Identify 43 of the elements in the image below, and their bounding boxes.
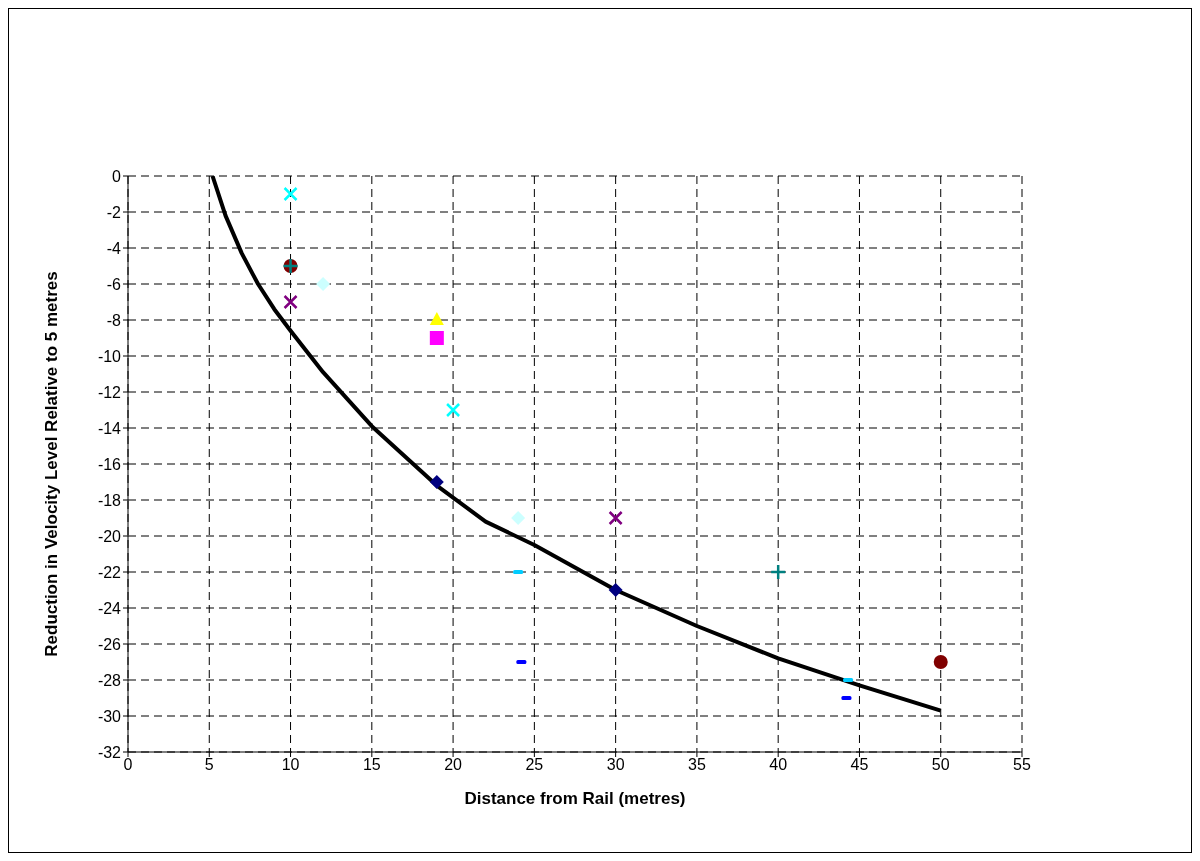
point — [608, 583, 623, 597]
x-tick-label: 15 — [362, 756, 381, 774]
y-axis-title: Reduction in Velocity Level Relative to 5 metres — [42, 271, 62, 657]
y-tick-label: -6 — [106, 275, 122, 293]
y-tick-label: -24 — [97, 599, 122, 617]
x-tick-label: 5 — [204, 756, 214, 774]
x-tick-label: 50 — [931, 756, 950, 774]
x-axis-title: Distance from Rail (metres) — [464, 789, 686, 808]
y-tick-label: -10 — [97, 347, 122, 365]
y-tick-label: -4 — [106, 239, 122, 257]
y-tick-label: -20 — [97, 527, 122, 545]
y-tick-label: -2 — [106, 203, 122, 221]
x-tick-label: 10 — [281, 756, 300, 774]
x-tick-label: 30 — [606, 756, 625, 774]
y-tick-label: -8 — [106, 311, 122, 329]
y-tick-label: -26 — [97, 635, 122, 653]
x-tick-label: 0 — [123, 756, 133, 774]
point — [429, 331, 444, 345]
point — [445, 402, 461, 418]
x-tick-label: 55 — [1013, 756, 1031, 774]
x-tick-label: 35 — [688, 756, 706, 774]
y-tick-label: 0 — [112, 167, 122, 185]
point — [283, 294, 298, 310]
x-tick-label: 25 — [525, 756, 544, 774]
y-tick-label: -18 — [97, 491, 122, 509]
point — [316, 277, 331, 291]
y-tick-label: -16 — [97, 455, 122, 473]
y-tick-label: -22 — [97, 563, 122, 581]
y-tick-label: -30 — [97, 707, 122, 725]
point — [608, 510, 623, 526]
point — [769, 563, 787, 581]
x-tick-label: 40 — [769, 756, 788, 774]
y-tick-label: -14 — [97, 419, 122, 437]
y-tick-label: -12 — [97, 383, 122, 401]
point — [933, 655, 948, 669]
point — [429, 312, 444, 325]
y-tick-label: -32 — [97, 743, 122, 761]
point — [283, 186, 298, 202]
point — [429, 475, 444, 489]
x-tick-label: 45 — [850, 756, 869, 774]
y-tick-label: -28 — [97, 671, 122, 689]
point — [511, 511, 526, 525]
x-tick-label: 20 — [444, 756, 463, 774]
